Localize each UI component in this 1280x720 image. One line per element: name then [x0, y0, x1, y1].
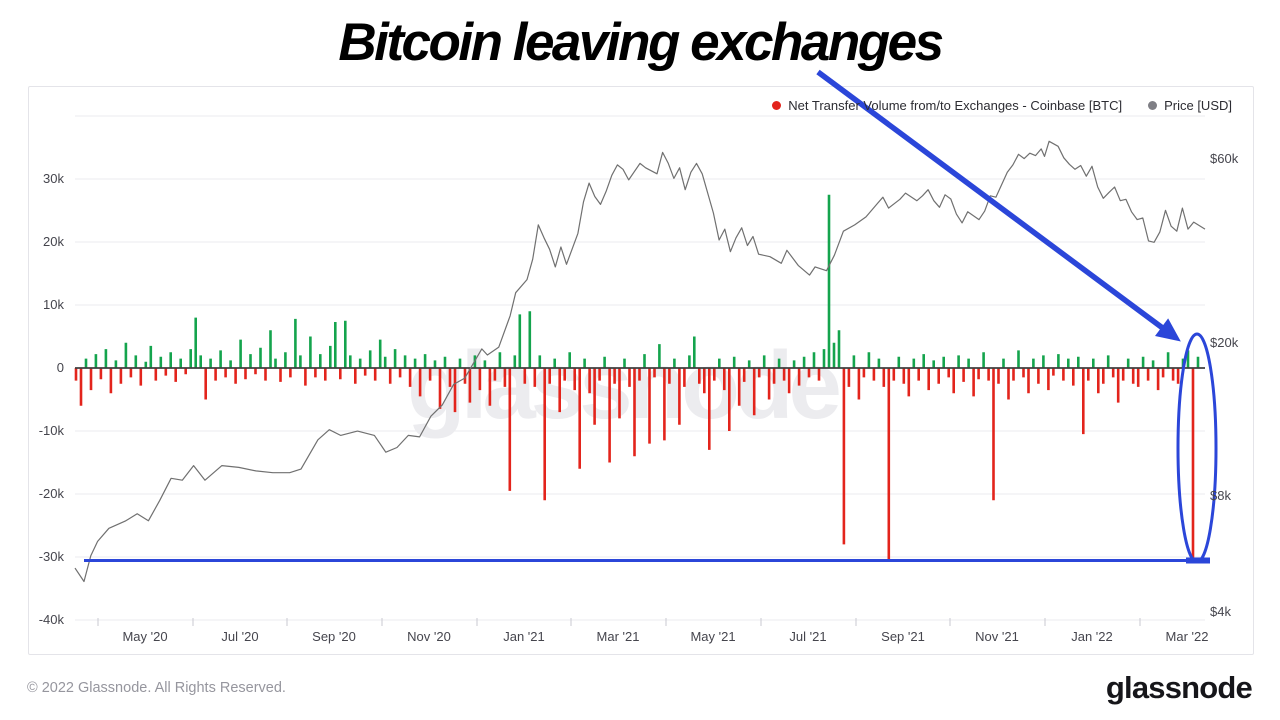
- bars-positive-series: [84, 194, 1200, 368]
- gray-dot-icon: [1148, 101, 1158, 110]
- annotation-ellipse: [1176, 332, 1218, 564]
- legend-item-price[interactable]: Price [USD]: [1148, 98, 1232, 113]
- legend-label-net-transfer: Net Transfer Volume from/to Exchanges - …: [788, 98, 1123, 113]
- bars-negative-series: [74, 368, 1195, 561]
- annotation-arrow-shaft: [816, 69, 1170, 335]
- glassnode-logo[interactable]: glassnode: [1105, 670, 1253, 705]
- footer: © 2022 Glassnode. All Rights Reserved. g…: [0, 664, 1280, 720]
- legend-item-net-transfer[interactable]: Net Transfer Volume from/to Exchanges - …: [772, 98, 1122, 113]
- legend-label-price: Price [USD]: [1164, 98, 1232, 113]
- red-dot-icon: [772, 101, 782, 110]
- page-title: Bitcoin leaving exchanges: [338, 13, 944, 72]
- copyright-text: © 2022 Glassnode. All Rights Reserved.: [27, 680, 286, 696]
- watermark-text: glassnode: [407, 332, 839, 439]
- annotation-arrowhead: [1155, 318, 1181, 342]
- chart-legend: Net Transfer Volume from/to Exchanges - …: [772, 98, 1232, 113]
- price-line-series: [74, 140, 1206, 583]
